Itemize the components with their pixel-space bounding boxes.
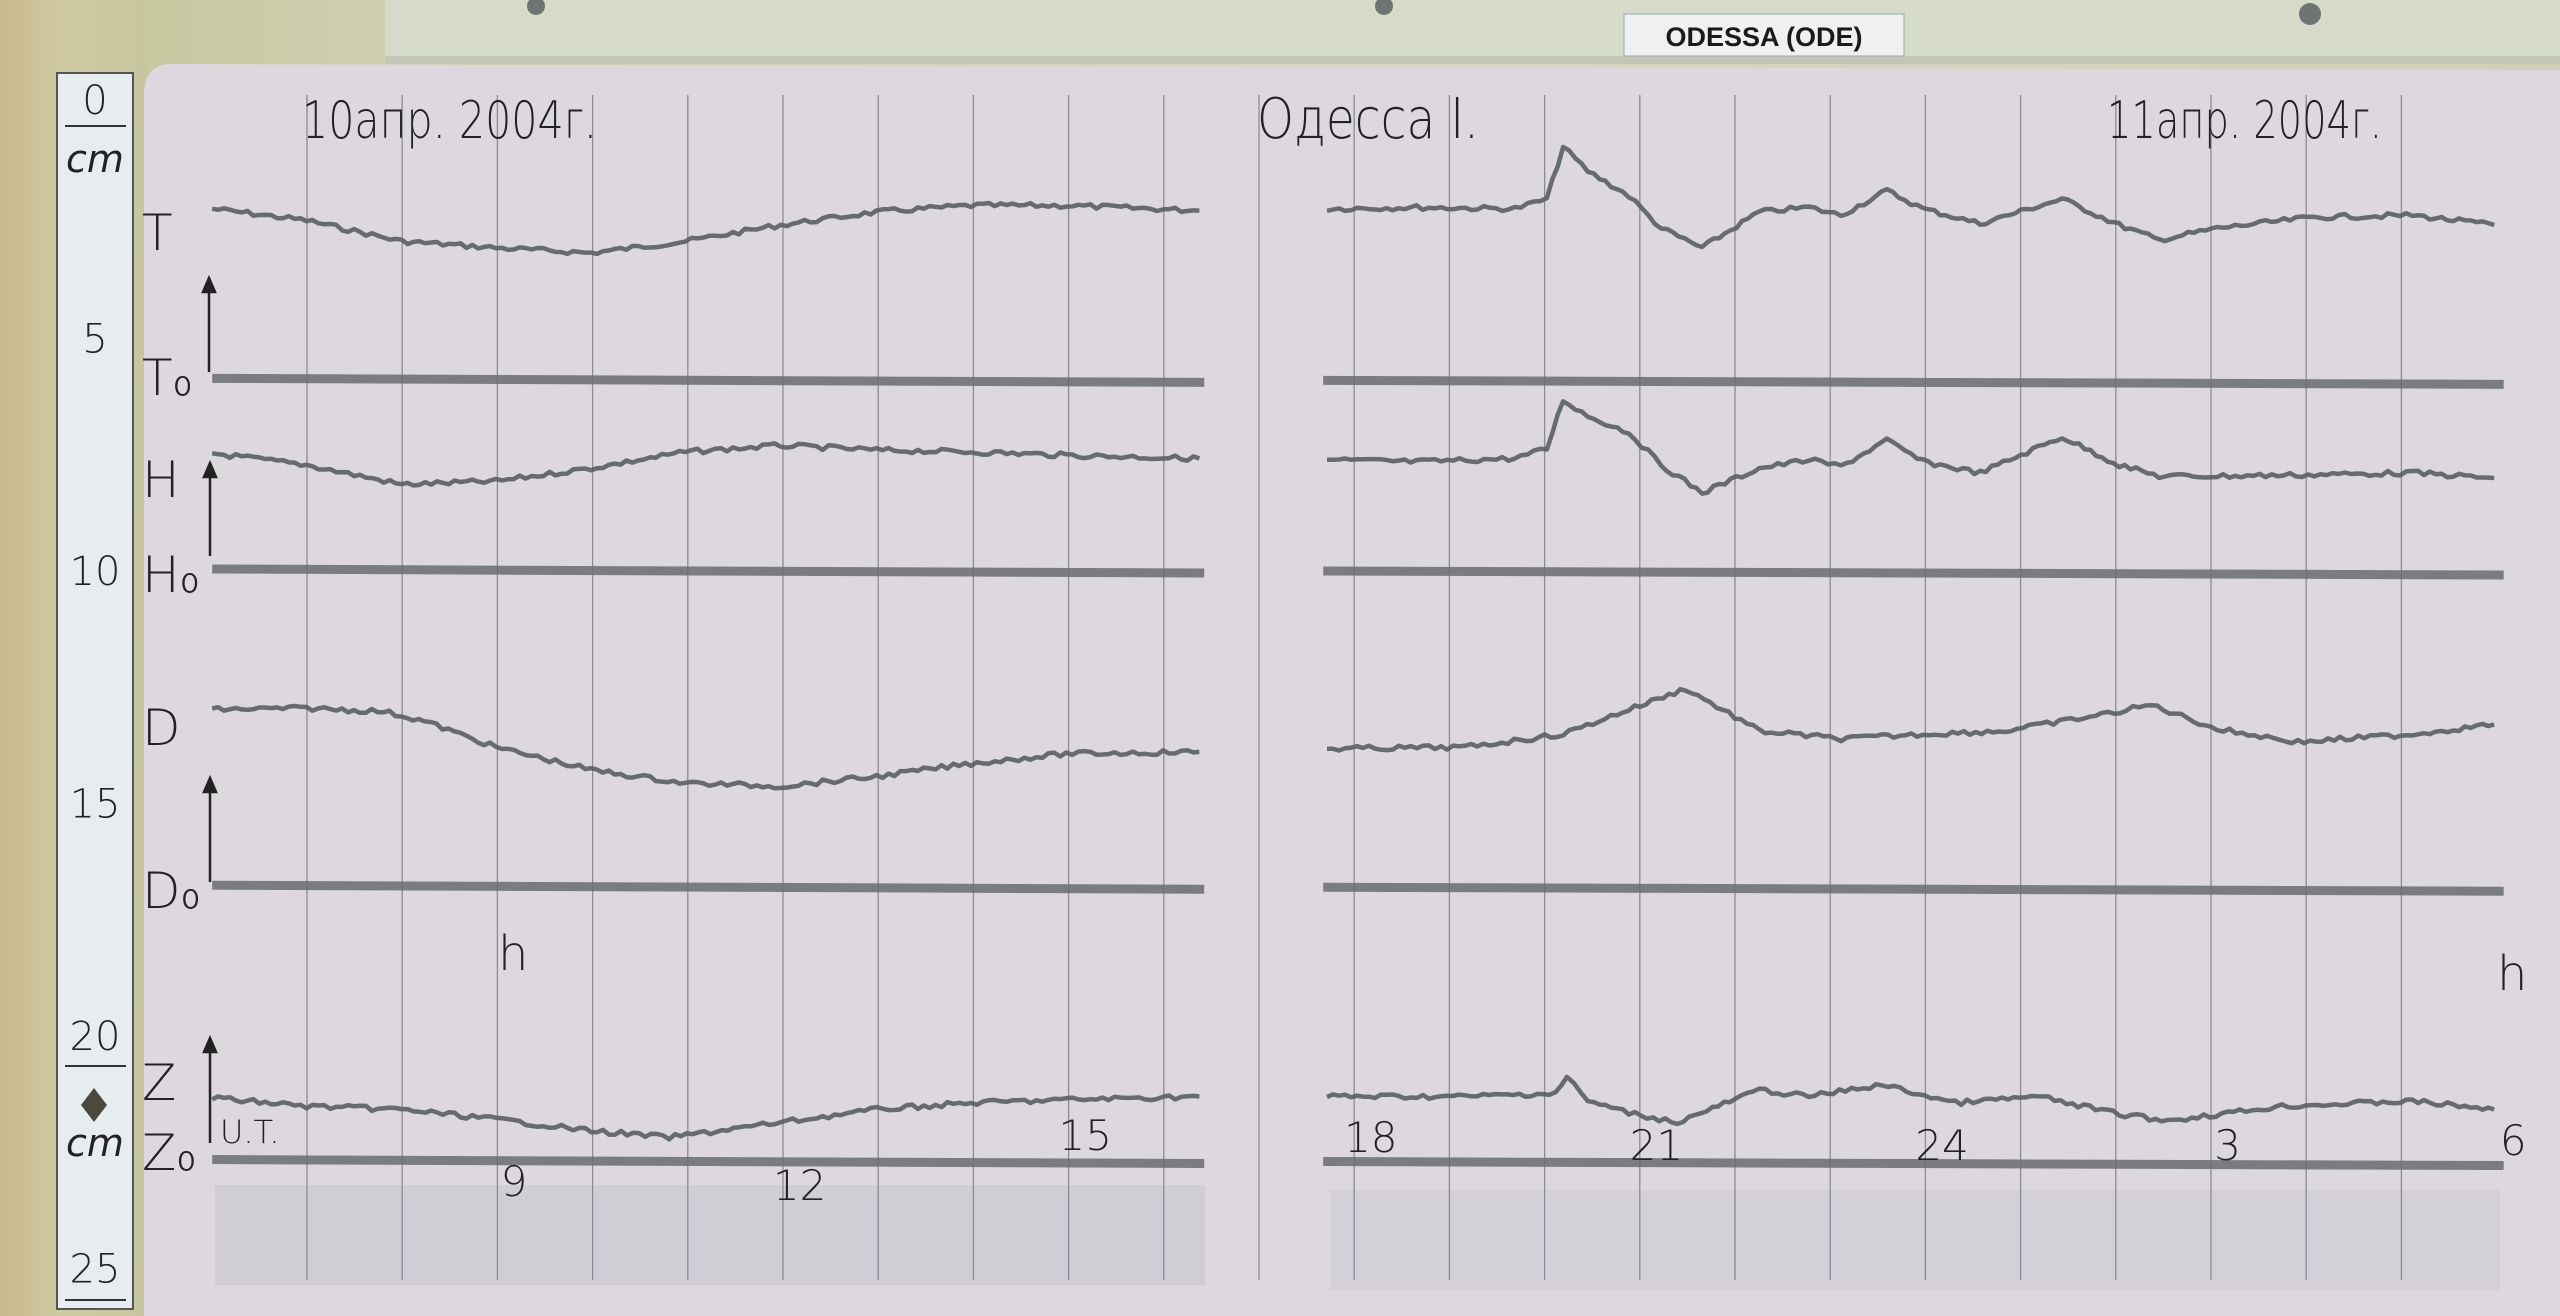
ruler-tick-label: 5 [82, 317, 107, 363]
trace-D [1327, 686, 2495, 753]
ruler-tick-label: 0 [82, 78, 107, 124]
ruler-unit-top: cm [66, 137, 124, 181]
station-plate: ODESSA (ODE) [1623, 13, 1905, 57]
baseline-D₀ [1323, 882, 2504, 896]
label-Z: Z [142, 1054, 176, 1112]
ruler-tick-label: 25 [70, 1247, 121, 1293]
trace-Z [211, 1093, 1200, 1142]
hour-tick-label: 18 [1344, 1113, 1397, 1162]
top-plate [385, 0, 2560, 62]
label-D: D [142, 699, 181, 757]
screw-icon [2299, 3, 2321, 25]
ruler-tick-label: 15 [70, 782, 121, 828]
label-H0: H₀ [142, 546, 200, 604]
station-plate-label: ODESSA (ODE) [1665, 22, 1862, 52]
arrow-up-icon [201, 274, 217, 372]
screw-icon [527, 0, 545, 15]
station-name: Одесса I. [1257, 87, 1479, 152]
trace-T [1326, 144, 2495, 250]
baselines [212, 373, 2504, 1171]
date-right: 11апр. 2004г. [2107, 91, 2382, 151]
trace-D [211, 703, 1200, 791]
traces [211, 144, 2495, 1142]
baseline-T₀ [212, 373, 1205, 387]
trace-Z [1326, 1074, 2495, 1127]
ruler-unit-bottom: cm [66, 1121, 124, 1165]
baseline-Z₀ [1323, 1157, 2504, 1171]
label-T: T [142, 204, 173, 262]
baseline-T₀ [1323, 375, 2504, 389]
trace-H [1327, 399, 2495, 496]
vertical-gridlines [306, 95, 2403, 1280]
label-T0: T₀ [142, 349, 193, 407]
hour-tick-label: 6 [2500, 1116, 2527, 1165]
trace-T [211, 200, 1200, 257]
screw-icon [1375, 0, 1393, 15]
baseline-H₀ [212, 564, 1205, 578]
faded-band-left [215, 1185, 1205, 1285]
ruler-tick-labels: 0 5 10 15 20 25 [70, 78, 121, 1293]
hour-tick-label: 9 [501, 1157, 528, 1206]
label-H: H [142, 451, 180, 509]
hour-tick-labels: 9 12 15 18 21 24 3 6 [501, 1111, 2527, 1210]
faded-band-right [1330, 1190, 2500, 1290]
arrows [201, 274, 218, 1143]
ruler-tick-label: 10 [70, 549, 121, 595]
arrow-up-icon [202, 774, 218, 882]
baseline-D₀ [212, 880, 1205, 894]
ut-label: U.T. [220, 1113, 280, 1151]
arrow-up-icon [202, 459, 218, 556]
baseline-Z₀ [212, 1155, 1205, 1169]
date-left: 10апр. 2004г. [302, 91, 597, 151]
hour-tick-label: 24 [1915, 1121, 1968, 1170]
trace-H [211, 441, 1201, 488]
baseline-H₀ [1323, 566, 2504, 580]
cm-ruler: 0 5 10 15 20 25 cm cm [56, 72, 134, 1310]
hour-tick-label: 15 [1058, 1111, 1111, 1160]
component-labels: T T₀ H H₀ D D₀ Z Z₀ [142, 204, 201, 1182]
h-marker-right: h [2497, 946, 2527, 1002]
hour-tick-label: 12 [773, 1161, 826, 1210]
h-marker-left: h [498, 926, 528, 982]
label-Z0: Z₀ [142, 1124, 196, 1182]
arrow-up-icon [202, 1034, 218, 1143]
hour-tick-label: 3 [2214, 1121, 2241, 1170]
pin-icon [81, 1088, 107, 1122]
ruler-tick-label: 20 [70, 1014, 121, 1060]
plate-edge [385, 56, 2560, 64]
label-D0: D₀ [142, 862, 201, 920]
hour-tick-label: 21 [1630, 1121, 1683, 1170]
